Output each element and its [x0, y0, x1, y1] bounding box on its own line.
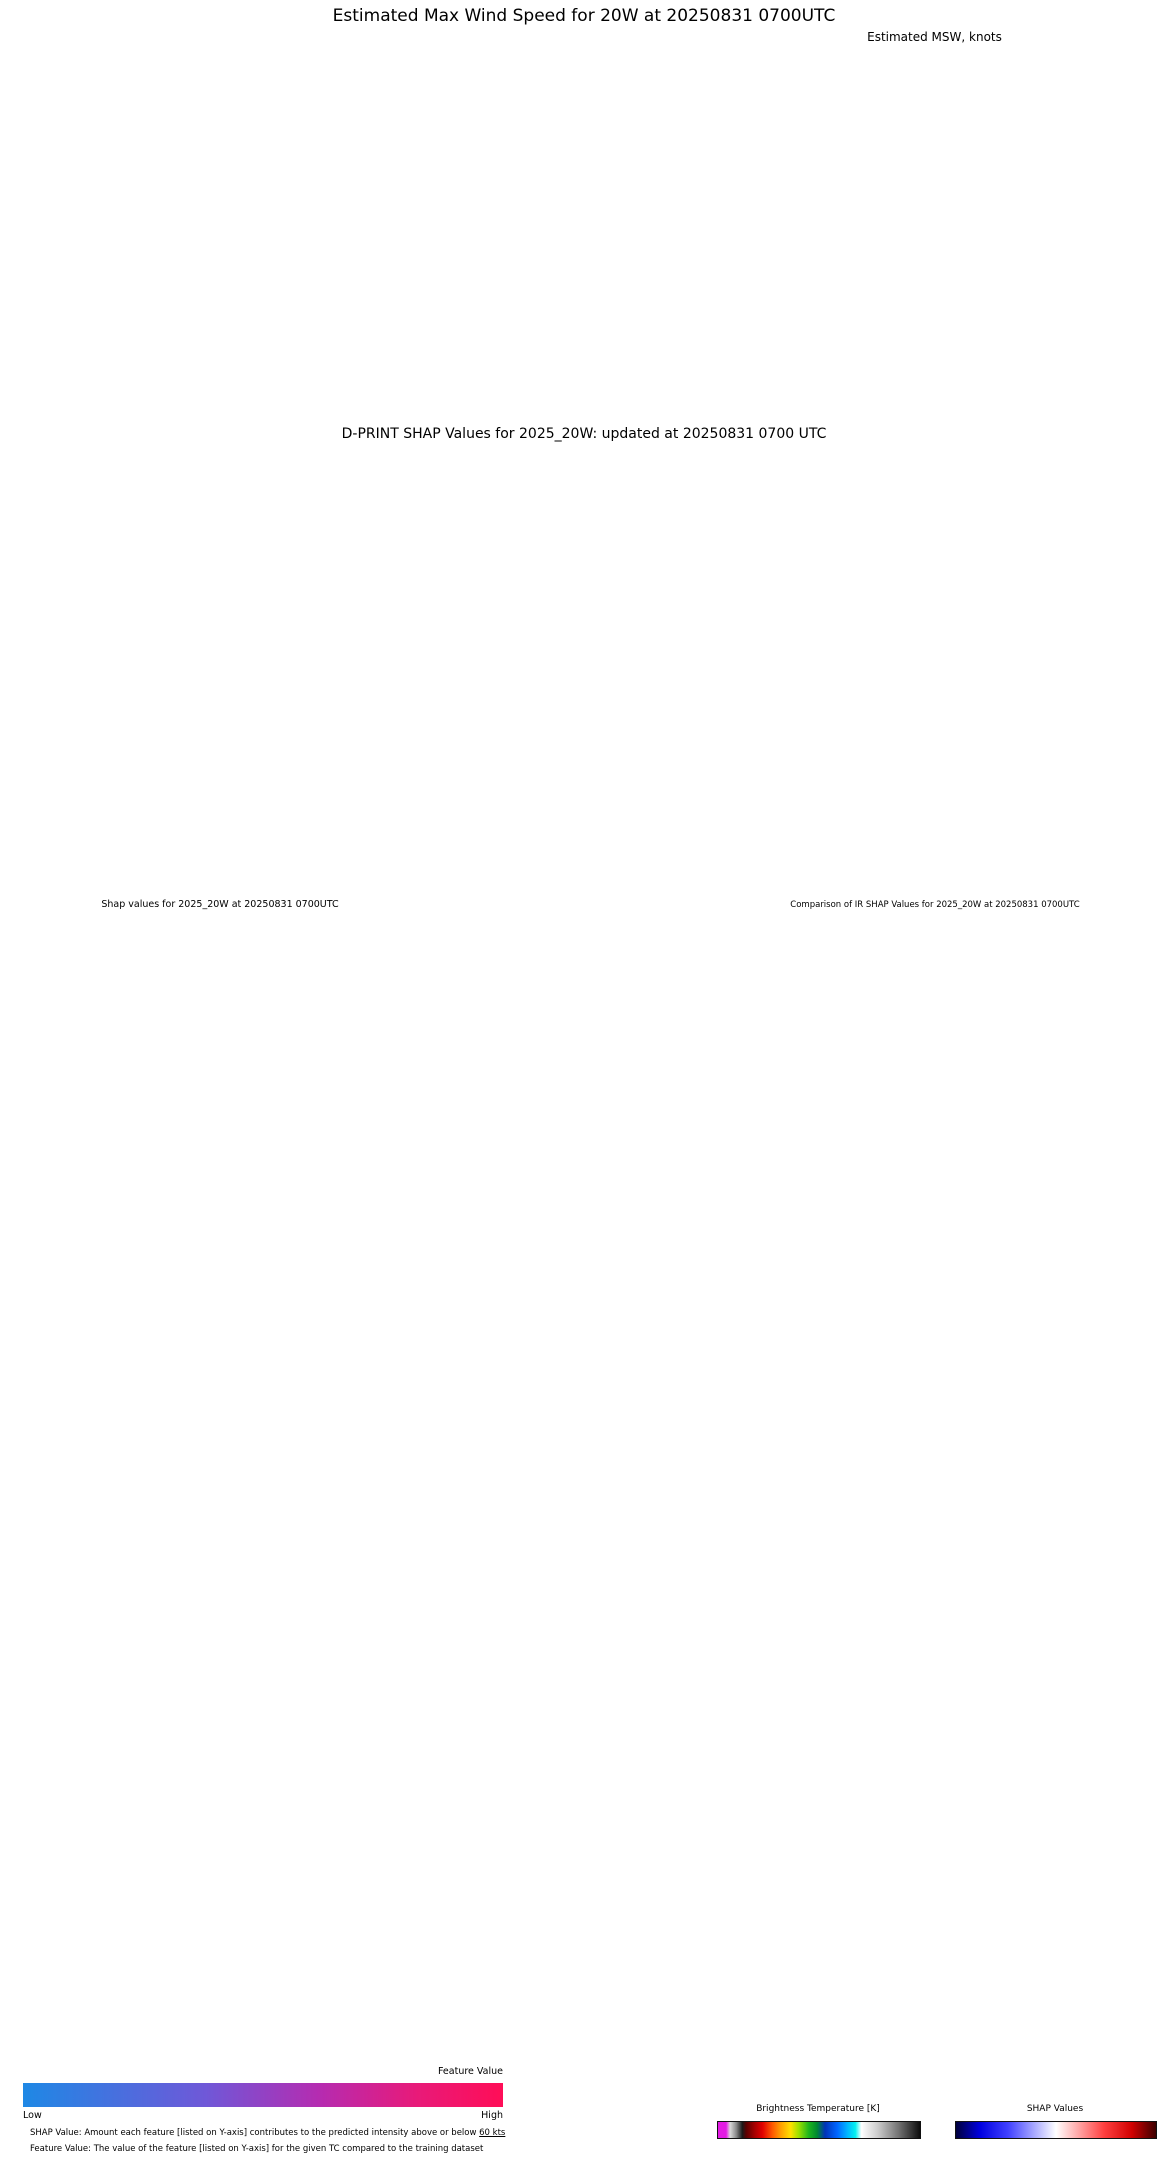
histogram-title: Estimated MSW, knots: [867, 30, 1002, 44]
main-title: Estimated Max Wind Speed for 20W at 2025…: [332, 6, 836, 26]
feature-value-low-label: Low: [23, 2110, 42, 2121]
footnote-feature-value: Feature Value: The value of the feature …: [30, 2144, 484, 2154]
dotplot-title: Shap values for 2025_20W at 20250831 070…: [101, 899, 339, 910]
comparison-title: Comparison of IR SHAP Values for 2025_20…: [790, 900, 1080, 910]
feature-value-colorbar-label: Feature Value: [437, 2066, 503, 2077]
shap-colorbar: [955, 2121, 1157, 2139]
feature-value-colorbar: [23, 2083, 503, 2107]
shap-colorbar-title: SHAP Values: [1026, 2104, 1084, 2114]
bt-colorbar: [717, 2121, 921, 2139]
feature-value-high-label: High: [481, 2110, 503, 2121]
timeseries-title: D-PRINT SHAP Values for 2025_20W: update…: [341, 426, 827, 442]
footnote-shap-value: SHAP Value: Amount each feature [listed …: [30, 2128, 506, 2138]
bt-colorbar-title: Brightness Temperature [K]: [756, 2104, 880, 2114]
